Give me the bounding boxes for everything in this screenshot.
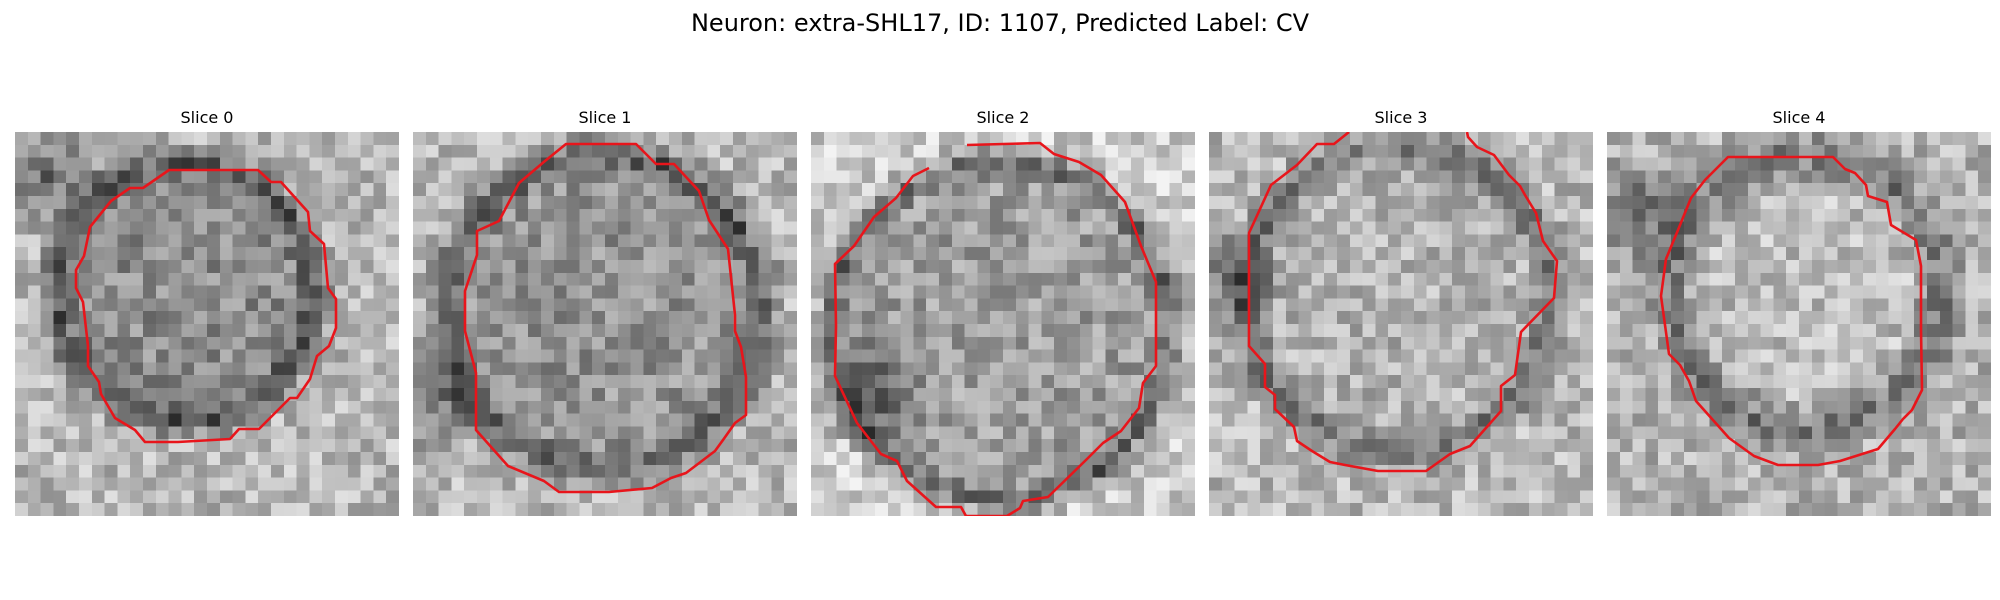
pixel-grid	[811, 132, 1195, 516]
slice-image-canvas	[15, 132, 399, 516]
slice-image	[1607, 132, 1991, 516]
pixel-grid	[1209, 132, 1593, 516]
segmentation-contour	[1247, 132, 1559, 473]
slice-image-canvas	[1607, 132, 1991, 516]
segmentation-contour	[1659, 155, 1924, 467]
slice-title: Slice 2	[976, 108, 1030, 127]
slice-image-canvas	[413, 132, 797, 516]
pixel-grid	[15, 132, 399, 516]
segmentation-contour	[833, 141, 1158, 516]
segmentation-contour	[74, 168, 338, 444]
slice-title: Slice 0	[180, 108, 234, 127]
figure-title: Neuron: extra-SHL17, ID: 1107, Predicted…	[690, 9, 1310, 37]
slice-image-canvas	[811, 132, 1195, 516]
pixel-grid	[413, 132, 797, 516]
slice-image	[413, 132, 797, 516]
slice-image	[811, 132, 1195, 516]
slice-image-canvas	[1209, 132, 1593, 516]
segmentation-contour	[463, 142, 748, 494]
slice-image	[1209, 132, 1593, 516]
slice-title: Slice 3	[1374, 108, 1428, 127]
slice-title: Slice 4	[1772, 108, 1826, 127]
slice-title: Slice 1	[578, 108, 632, 127]
slice-image	[15, 132, 399, 516]
